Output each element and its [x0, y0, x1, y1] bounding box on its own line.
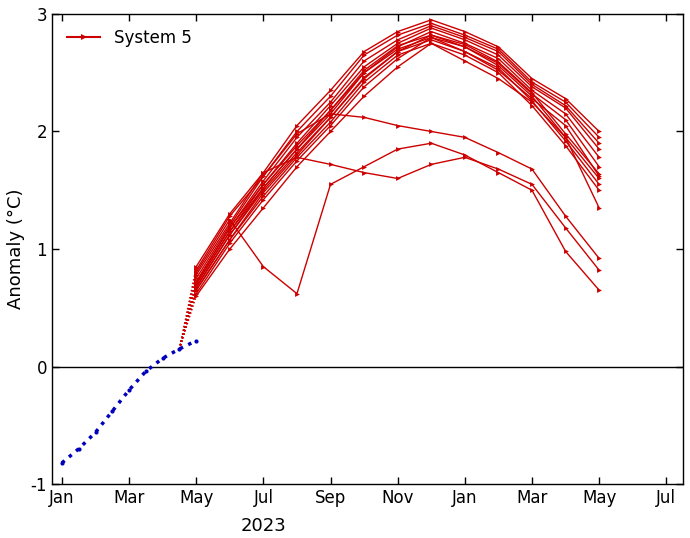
Y-axis label: Anomaly (°C): Anomaly (°C) [7, 189, 25, 309]
Legend: System 5: System 5 [60, 22, 198, 54]
Text: 2023: 2023 [241, 517, 286, 535]
